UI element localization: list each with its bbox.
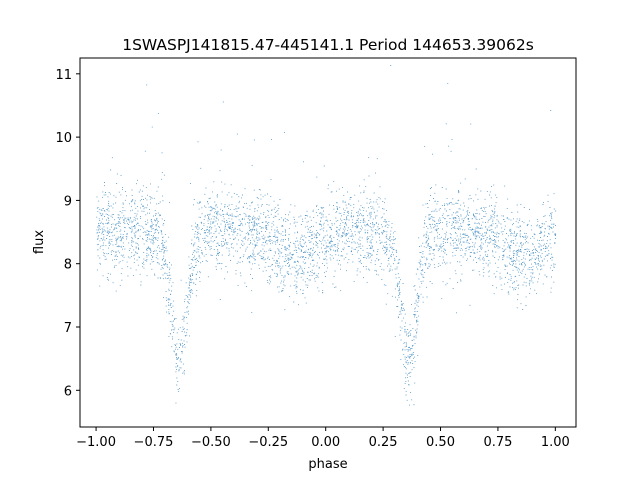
x-tick-label: −0.25: [248, 435, 288, 450]
chart-title: 1SWASPJ141815.47-445141.1 Period 144653.…: [122, 36, 534, 54]
y-tick-label: 6: [64, 384, 72, 399]
scatter-points: [96, 65, 557, 406]
y-tick-label: 11: [55, 68, 72, 83]
x-tick-label: 1.00: [541, 435, 570, 450]
y-tick-label: 9: [64, 194, 72, 209]
x-tick-label: 0.75: [483, 435, 512, 450]
plot-frame: [79, 57, 577, 428]
y-axis-label: flux: [32, 230, 47, 254]
y-tick-label: 7: [64, 321, 72, 336]
x-tick-label: 0.25: [369, 435, 398, 450]
data-points: [96, 65, 557, 406]
x-tick-label: −0.75: [134, 435, 174, 450]
x-tick-label: −1.00: [76, 435, 116, 450]
x-tick-label: −0.50: [191, 435, 231, 450]
x-axis-label: phase: [308, 457, 347, 472]
y-tick-label: 10: [55, 131, 72, 146]
x-axis-ticks: −1.00 −0.75 −0.50 −0.25 0.00 0.25 0.50 0.75 1.00: [76, 427, 570, 450]
y-axis-ticks: 6 7 8 9 10 11: [55, 68, 80, 399]
x-tick-label: 0.00: [311, 435, 340, 450]
y-tick-label: 8: [64, 258, 72, 273]
x-tick-label: 0.50: [426, 435, 455, 450]
